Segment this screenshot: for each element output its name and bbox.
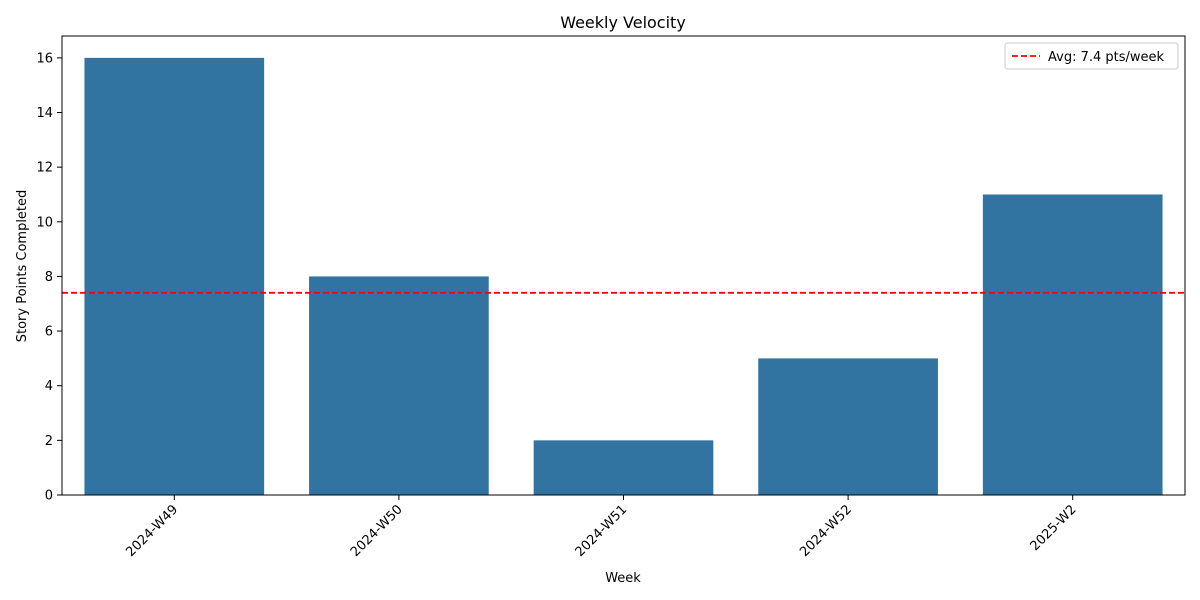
- y-tick-label: 6: [45, 325, 53, 340]
- y-tick-label: 14: [36, 106, 53, 121]
- bar-2024-W50: [309, 276, 489, 495]
- y-tick-label: 0: [45, 489, 53, 504]
- legend-entry-avg: Avg: 7.4 pts/week: [1048, 50, 1165, 65]
- y-tick-label: 8: [45, 270, 53, 285]
- bars-layer: [84, 57, 1163, 495]
- bar-2025-W2: [982, 194, 1163, 495]
- x-axis-label: Week: [605, 571, 641, 586]
- bar-2024-W52: [758, 358, 938, 495]
- y-tick-label: 2: [45, 434, 53, 449]
- chart-title: Weekly Velocity: [560, 13, 686, 32]
- y-axis-label: Story Points Completed: [15, 190, 30, 343]
- y-ticks: 0 2 4 6 8 10 12 14 16: [36, 51, 62, 504]
- y-tick-label: 12: [36, 161, 53, 176]
- bar-2024-W51: [533, 440, 714, 495]
- bar-2024-W49: [84, 57, 265, 495]
- y-tick-label: 10: [36, 215, 53, 230]
- legend-frame: [1004, 42, 1179, 70]
- legend: Avg: 7.4 pts/week: [1004, 42, 1179, 70]
- y-tick-label: 16: [36, 51, 53, 66]
- y-tick-label: 4: [45, 379, 53, 394]
